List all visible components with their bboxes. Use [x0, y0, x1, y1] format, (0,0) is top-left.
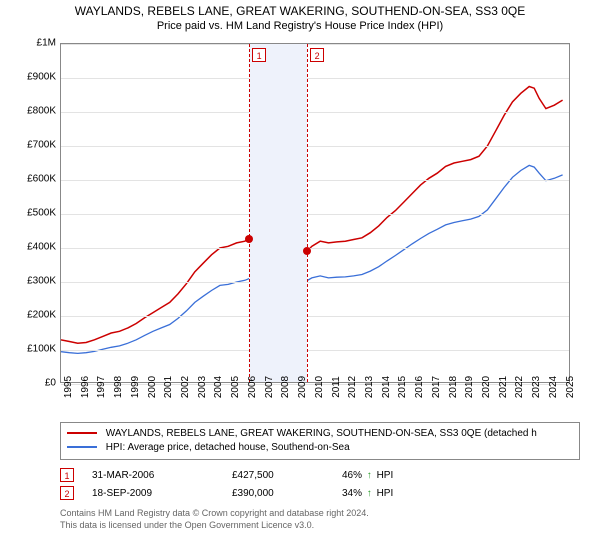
legend-label: WAYLANDS, REBELS LANE, GREAT WAKERING, S…: [106, 428, 537, 439]
up-arrow-icon: ↑: [367, 470, 372, 481]
sale-delta: 46% ↑ HPI: [342, 470, 393, 481]
gridline: [61, 214, 569, 215]
footer-line: This data is licensed under the Open Gov…: [60, 520, 590, 532]
sales-table: 1 31-MAR-2006£427,50046% ↑ HPI 2 18-SEP-200…: [60, 466, 580, 502]
gridline: [61, 282, 569, 283]
y-tick-label: £1M: [20, 38, 56, 49]
x-tick-label: 2025: [565, 376, 596, 398]
y-tick-label: £200K: [20, 310, 56, 321]
sale-price: £390,000: [232, 488, 342, 499]
y-tick-label: £100K: [20, 344, 56, 355]
footer: Contains HM Land Registry data © Crown c…: [60, 508, 590, 531]
legend-row: HPI: Average price, detached house, Sout…: [67, 441, 573, 455]
legend-swatch: [67, 432, 97, 434]
y-tick-label: £800K: [20, 106, 56, 117]
chart-subtitle: Price paid vs. HM Land Registry's House …: [10, 20, 590, 32]
event-band: [249, 44, 307, 382]
plot-region: 12: [60, 43, 570, 383]
sale-delta: 34% ↑ HPI: [342, 488, 393, 499]
table-row: 1 31-MAR-2006£427,50046% ↑ HPI: [60, 466, 580, 484]
gridline: [61, 78, 569, 79]
chart-area: 12 £0£100K£200K£300K£400K£500K£600K£700K…: [20, 38, 580, 418]
event-badge: 2: [310, 48, 324, 62]
sale-price: £427,500: [232, 470, 342, 481]
sale-badge: 1: [60, 468, 74, 482]
sale-badge: 2: [60, 486, 74, 500]
footer-line: Contains HM Land Registry data © Crown c…: [60, 508, 590, 520]
sale-date: 18-SEP-2009: [92, 488, 232, 499]
up-arrow-icon: ↑: [367, 488, 372, 499]
y-tick-label: £300K: [20, 276, 56, 287]
y-tick-label: £700K: [20, 140, 56, 151]
table-row: 2 18-SEP-2009£390,00034% ↑ HPI: [60, 484, 580, 502]
data-marker: [245, 235, 253, 243]
gridline: [61, 316, 569, 317]
legend-row: WAYLANDS, REBELS LANE, GREAT WAKERING, S…: [67, 427, 573, 441]
gridline: [61, 248, 569, 249]
y-tick-label: £0: [20, 378, 56, 389]
event-line: [307, 44, 308, 382]
sale-date: 31-MAR-2006: [92, 470, 232, 481]
gridline: [61, 180, 569, 181]
legend-label: HPI: Average price, detached house, Sout…: [106, 442, 350, 453]
legend: WAYLANDS, REBELS LANE, GREAT WAKERING, S…: [60, 422, 580, 460]
event-line: [249, 44, 250, 382]
y-tick-label: £600K: [20, 174, 56, 185]
y-tick-label: £900K: [20, 72, 56, 83]
event-badge: 1: [252, 48, 266, 62]
gridline: [61, 44, 569, 45]
gridline: [61, 112, 569, 113]
chart-title: WAYLANDS, REBELS LANE, GREAT WAKERING, S…: [10, 4, 590, 18]
series-line: [61, 165, 563, 353]
y-tick-label: £500K: [20, 208, 56, 219]
legend-swatch: [67, 446, 97, 448]
data-marker: [303, 247, 311, 255]
y-tick-label: £400K: [20, 242, 56, 253]
gridline: [61, 146, 569, 147]
gridline: [61, 350, 569, 351]
